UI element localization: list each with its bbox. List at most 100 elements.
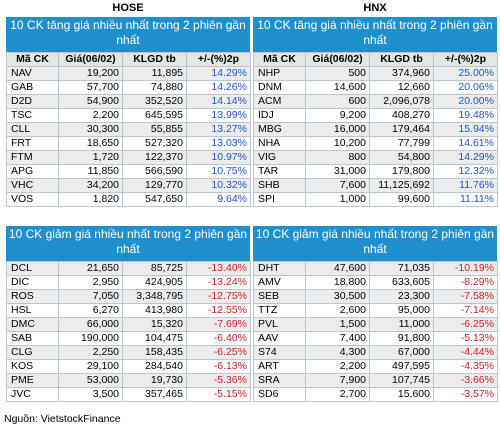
price-cell: 7,900 — [305, 373, 370, 388]
stock-symbol: FRT — [6, 136, 59, 151]
table-row: VIG 800 54,800 14.29% — [253, 150, 498, 165]
volume-cell: 158,435 — [122, 345, 187, 360]
column-header: Mã CK — [6, 52, 59, 67]
table-row: ART 2,200 497,595 -4.35% — [253, 359, 498, 374]
price-cell: 7,050 — [58, 289, 123, 304]
table-row: SEB 30,500 23,300 -7.58% — [253, 289, 498, 304]
change-cell: 14.61% — [433, 136, 498, 151]
volume-cell: 23,300 — [369, 289, 434, 304]
stock-symbol: TAR — [253, 164, 306, 179]
column-header: Giá(06/02) — [58, 52, 123, 67]
stock-symbol: PME — [6, 373, 59, 388]
volume-cell: 2,096,078 — [369, 94, 434, 109]
price-cell: 3,500 — [58, 387, 123, 402]
hose-gainers-title: 10 CK tăng giá nhiều nhất trong 2 phiên … — [6, 17, 250, 52]
hnx-losers-table: DHT 47,600 71,035 -10.19% AMV 18,800 633,605 -8… — [253, 261, 498, 402]
volume-cell: 122,370 — [122, 150, 187, 165]
volume-cell: 11,125,692 — [369, 178, 434, 193]
stock-symbol: S74 — [253, 345, 306, 360]
stock-symbol: CLG — [6, 345, 59, 360]
price-cell: 57,700 — [58, 80, 123, 95]
change-cell: 13.27% — [186, 122, 251, 137]
volume-cell: 645,595 — [122, 108, 187, 123]
price-cell: 19,200 — [58, 66, 123, 81]
table-row: ROS 7,050 3,348,795 -12.75% — [6, 289, 251, 304]
change-cell: 15.94% — [433, 122, 498, 137]
price-cell: 1,500 — [305, 317, 370, 332]
change-cell: 25.00% — [433, 66, 498, 81]
change-cell: -12.55% — [186, 303, 251, 318]
change-cell: -4.35% — [433, 359, 498, 374]
table-row: DHT 47,600 71,035 -10.19% — [253, 261, 498, 276]
table-row: CLL 30,300 55,855 13.27% — [6, 122, 251, 137]
price-cell: 21,650 — [58, 261, 123, 276]
volume-cell: 284,540 — [122, 359, 187, 374]
volume-cell: 3,348,795 — [122, 289, 187, 304]
table-row: KOS 29,100 284,540 -6.13% — [6, 359, 251, 374]
table-row: DNM 14,600 12,660 20.06% — [253, 80, 498, 95]
table-row: NAV 19,200 11,895 14.29% — [6, 66, 251, 81]
table-row: HSL 6,270 413,980 -12.55% — [6, 303, 251, 318]
price-cell: 29,100 — [58, 359, 123, 374]
change-cell: -3.66% — [433, 373, 498, 388]
stock-symbol: APG — [6, 164, 59, 179]
price-cell: 10,200 — [305, 136, 370, 151]
volume-cell: 413,980 — [122, 303, 187, 318]
change-cell: -4.44% — [433, 345, 498, 360]
volume-cell: 129,770 — [122, 178, 187, 193]
price-cell: 800 — [305, 150, 370, 165]
stock-symbol: CLL — [6, 122, 59, 137]
stock-symbol: ART — [253, 359, 306, 374]
change-cell: -13.40% — [186, 261, 251, 276]
price-cell: 2,200 — [305, 359, 370, 374]
hose-losers-table: DCL 21,650 85,725 -13.40% DIC 2,950 424,905 -13… — [6, 261, 251, 402]
volume-cell: 179,464 — [369, 122, 434, 137]
column-header-row: Mã CK Giá(06/02) KLGD tb +/-(%)2p — [253, 52, 498, 67]
hose-label: HOSE — [112, 2, 144, 14]
price-cell: 4,300 — [305, 345, 370, 360]
change-cell: 9.64% — [186, 192, 251, 207]
stock-symbol: SAB — [6, 331, 59, 346]
stock-symbol: DMC — [6, 317, 59, 332]
volume-cell: 497,595 — [369, 359, 434, 374]
volume-cell: 11,000 — [369, 317, 434, 332]
hose-losers-title: 10 CK giảm giá nhiều nhất trong 2 phiên … — [6, 226, 250, 261]
hnx-gainers-table: Mã CK Giá(06/02) KLGD tb +/-(%)2p NHP 500 374,… — [253, 52, 498, 207]
change-cell: 14.26% — [186, 80, 251, 95]
price-cell: 34,200 — [58, 178, 123, 193]
column-header: +/-(%)2p — [186, 52, 251, 67]
change-cell: 14.29% — [433, 150, 498, 165]
stock-symbol: VIG — [253, 150, 306, 165]
price-cell: 2,700 — [305, 387, 370, 402]
stock-symbol: PVL — [253, 317, 306, 332]
stock-symbol: DNM — [253, 80, 306, 95]
stock-symbol: NHA — [253, 136, 306, 151]
hnx-gainers-title: 10 CK tăng giá nhiều nhất trong 2 phiên … — [253, 17, 497, 52]
stock-symbol: AAV — [253, 331, 306, 346]
volume-cell: 85,725 — [122, 261, 187, 276]
price-cell: 2,950 — [58, 275, 123, 290]
table-row: AMV 18,800 633,605 -8.29% — [253, 275, 498, 290]
price-cell: 2,200 — [58, 108, 123, 123]
change-cell: -13.24% — [186, 275, 251, 290]
volume-cell: 15,600 — [369, 387, 434, 402]
change-cell: -6.25% — [186, 345, 251, 360]
stock-symbol: JVC — [6, 387, 59, 402]
price-cell: 18,650 — [58, 136, 123, 151]
stock-symbol: VHC — [6, 178, 59, 193]
price-cell: 190,000 — [58, 331, 123, 346]
price-cell: 7,600 — [305, 178, 370, 193]
table-row: FRT 18,650 527,320 13.03% — [6, 136, 251, 151]
stock-symbol: GAB — [6, 80, 59, 95]
volume-cell: 54,800 — [369, 150, 434, 165]
volume-cell: 357,465 — [122, 387, 187, 402]
change-cell: -8.29% — [433, 275, 498, 290]
change-cell: -7.69% — [186, 317, 251, 332]
change-cell: 13.99% — [186, 108, 251, 123]
stock-symbol: D2D — [6, 94, 59, 109]
stock-symbol: ACM — [253, 94, 306, 109]
price-cell: 7,400 — [305, 331, 370, 346]
stock-symbol: DHT — [253, 261, 306, 276]
table-row: FTM 1,720 122,370 10.97% — [6, 150, 251, 165]
column-header: KLGD tb — [369, 52, 434, 67]
